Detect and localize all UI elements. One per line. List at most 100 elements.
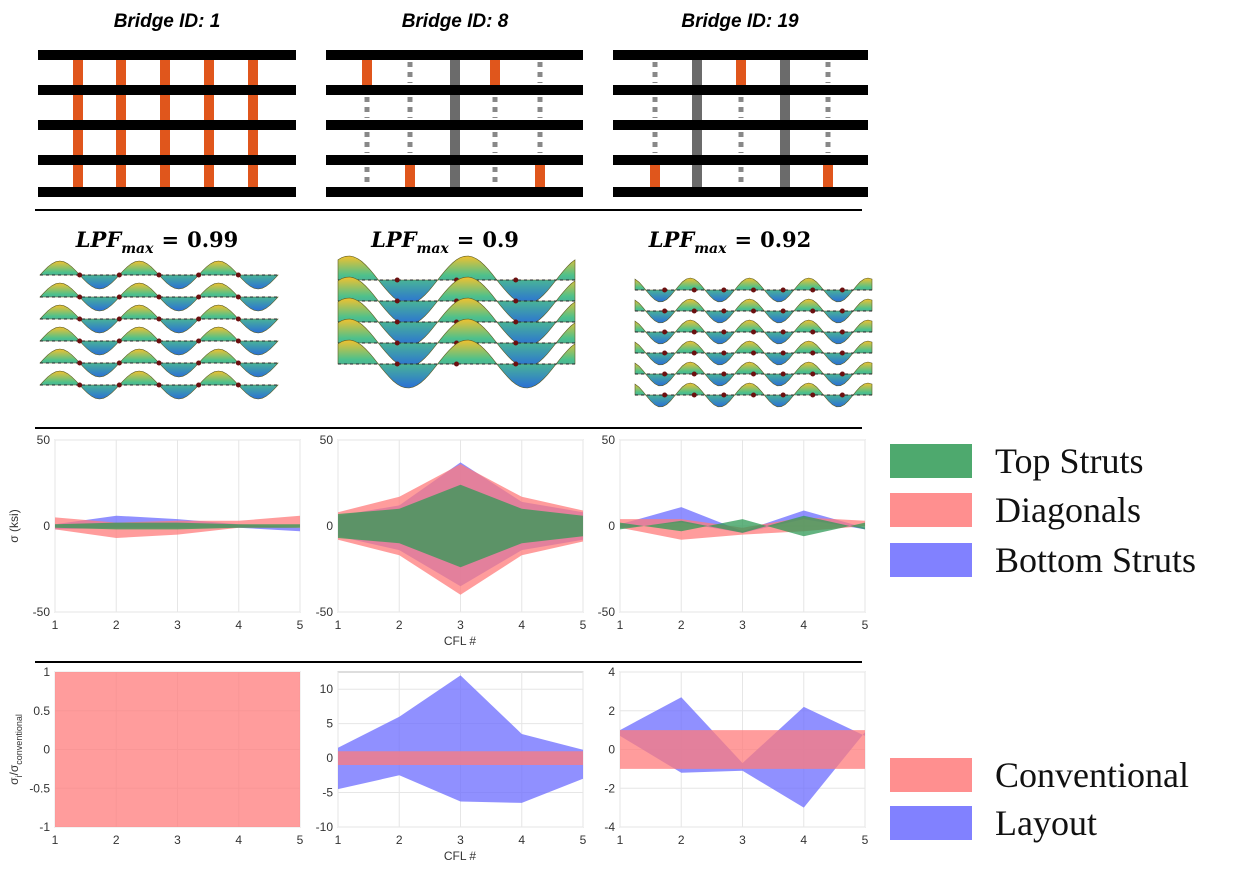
lpf-symbol: LPF [75, 227, 124, 252]
node [781, 351, 786, 356]
bridge-title: Bridge ID: 1 [114, 11, 221, 32]
page: {"figure":{"bridge_titles":["Bridge ID: … [0, 0, 1239, 872]
legend-swatch [890, 444, 972, 478]
strut [204, 95, 214, 120]
strut [160, 95, 170, 120]
strut [116, 95, 126, 120]
lpf-subscript: max [121, 241, 154, 257]
y-tick-label: 5 [326, 717, 333, 731]
node [781, 372, 786, 377]
y-tick-label: 0 [326, 751, 333, 765]
node [751, 330, 756, 335]
x-tick-label: 5 [862, 833, 869, 847]
y-tick-label: 0.5 [33, 704, 50, 718]
node [840, 309, 845, 314]
node [751, 288, 756, 293]
x-tick-label: 2 [678, 618, 685, 632]
strut [160, 165, 170, 187]
x-tick-label: 3 [174, 833, 181, 847]
node [236, 273, 241, 278]
lpf-symbol: LPF [370, 227, 419, 252]
legend-swatch [890, 758, 972, 792]
legend-label: Bottom Struts [995, 540, 1196, 580]
node [840, 393, 845, 398]
girder [613, 85, 868, 95]
lpf-subscript: max [694, 241, 727, 257]
node [117, 361, 122, 366]
node [117, 339, 122, 344]
y-tick-label: 0 [608, 743, 615, 757]
strut [362, 60, 372, 85]
x-tick-label: 1 [335, 833, 342, 847]
x-tick-label: 2 [396, 833, 403, 847]
node [196, 273, 201, 278]
node [810, 288, 815, 293]
node [236, 383, 241, 388]
strut [650, 165, 660, 187]
x-tick-label: 1 [335, 618, 342, 632]
node [721, 372, 726, 377]
node [692, 351, 697, 356]
node [395, 278, 400, 283]
node [117, 295, 122, 300]
node [810, 330, 815, 335]
lpf-value: 0.9 [482, 227, 519, 252]
bridge-title: Bridge ID: 19 [681, 11, 799, 32]
x-tick-label: 5 [580, 618, 587, 632]
x-axis-label: CFL # [444, 849, 477, 863]
y-tick-label: -2 [604, 781, 615, 795]
strut [248, 60, 258, 85]
y-tick-label: 0 [608, 519, 615, 533]
node [395, 320, 400, 325]
node [77, 383, 82, 388]
y-tick-label: -1 [39, 820, 50, 834]
node [721, 330, 726, 335]
node [395, 299, 400, 304]
node [196, 295, 201, 300]
x-tick-label: 2 [396, 618, 403, 632]
node [513, 299, 518, 304]
girder [613, 155, 868, 165]
node [454, 362, 459, 367]
node [117, 317, 122, 322]
strut [248, 165, 258, 187]
node [157, 317, 162, 322]
legend-label: Top Struts [995, 441, 1144, 481]
x-tick-label: 1 [617, 833, 624, 847]
y-tick-label: -50 [316, 605, 334, 619]
node [781, 330, 786, 335]
area-band [620, 730, 865, 769]
x-axis-label: CFL # [444, 634, 477, 648]
y-tick-label: 10 [320, 682, 334, 696]
node [395, 362, 400, 367]
strut [736, 60, 746, 85]
x-tick-label: 1 [52, 618, 59, 632]
y-tick-label: 0 [326, 519, 333, 533]
legend-swatch [890, 493, 972, 527]
node [236, 317, 241, 322]
y-tick-label: -5 [322, 786, 333, 800]
bridge-title: Bridge ID: 8 [402, 11, 509, 32]
y-tick-label: 50 [37, 433, 51, 447]
x-tick-label: 4 [235, 618, 242, 632]
legend-swatch [890, 543, 972, 577]
x-tick-label: 5 [297, 618, 304, 632]
node [77, 273, 82, 278]
x-tick-label: 3 [174, 618, 181, 632]
lpf-value: 0.92 [760, 227, 811, 252]
node [77, 339, 82, 344]
girder [613, 50, 868, 60]
girder [326, 120, 583, 130]
node [781, 288, 786, 293]
y-tick-label: 0 [43, 743, 50, 757]
node [395, 341, 400, 346]
girder [326, 50, 583, 60]
node [662, 288, 667, 293]
node [662, 372, 667, 377]
x-tick-label: 3 [457, 618, 464, 632]
y-tick-label: -50 [598, 605, 616, 619]
y-tick-label: -4 [604, 820, 615, 834]
girder [326, 85, 583, 95]
y-axis-label: σi/σconventional [7, 714, 24, 785]
node [513, 362, 518, 367]
